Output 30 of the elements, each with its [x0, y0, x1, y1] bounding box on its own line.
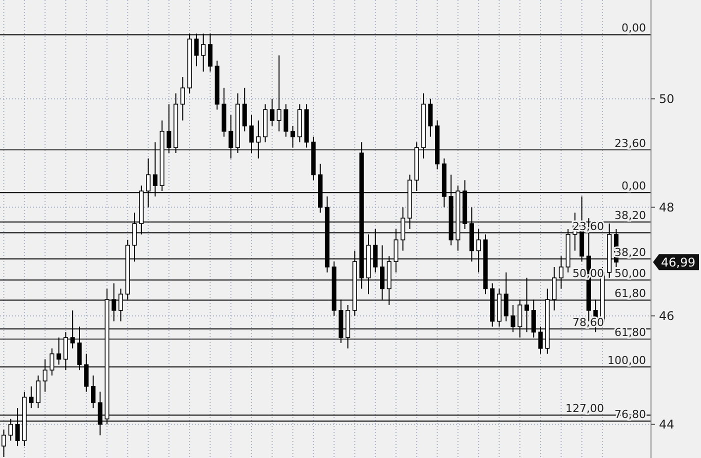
candlestick: [180, 76, 185, 121]
candlestick: [242, 87, 247, 132]
y-tick-label: 46: [659, 309, 674, 324]
annotation: 0,00: [622, 22, 646, 35]
candlestick: [228, 114, 234, 159]
annotation: 61,80: [614, 326, 646, 340]
annotation: 23,60: [614, 136, 646, 150]
candlestick: [166, 104, 172, 154]
candlestick: [270, 98, 274, 126]
annotation: 50,00: [614, 267, 646, 280]
candlestick: [256, 120, 261, 159]
y-tick-label: 48: [659, 200, 674, 214]
candlestick: [276, 54, 282, 132]
candlestick: [56, 337, 62, 366]
annotation: 127,00: [566, 402, 604, 416]
annotation: 100,00: [608, 354, 646, 367]
candlestick: [36, 375, 40, 409]
candlestick: [2, 429, 6, 458]
candlestick: [29, 386, 34, 409]
text: 46,99: [661, 255, 696, 270]
candlestick: [428, 98, 433, 138]
candlestick: [284, 104, 288, 138]
candlestick: [290, 125, 296, 148]
candlestick: [249, 114, 254, 154]
annotation: 0,00: [622, 180, 646, 193]
y-tick-label: 44: [659, 418, 674, 432]
y-tick-label: 50: [659, 92, 674, 106]
annotation: 61,80: [614, 287, 646, 300]
candlestick: [90, 375, 96, 409]
annotation: 38,20: [614, 208, 646, 222]
